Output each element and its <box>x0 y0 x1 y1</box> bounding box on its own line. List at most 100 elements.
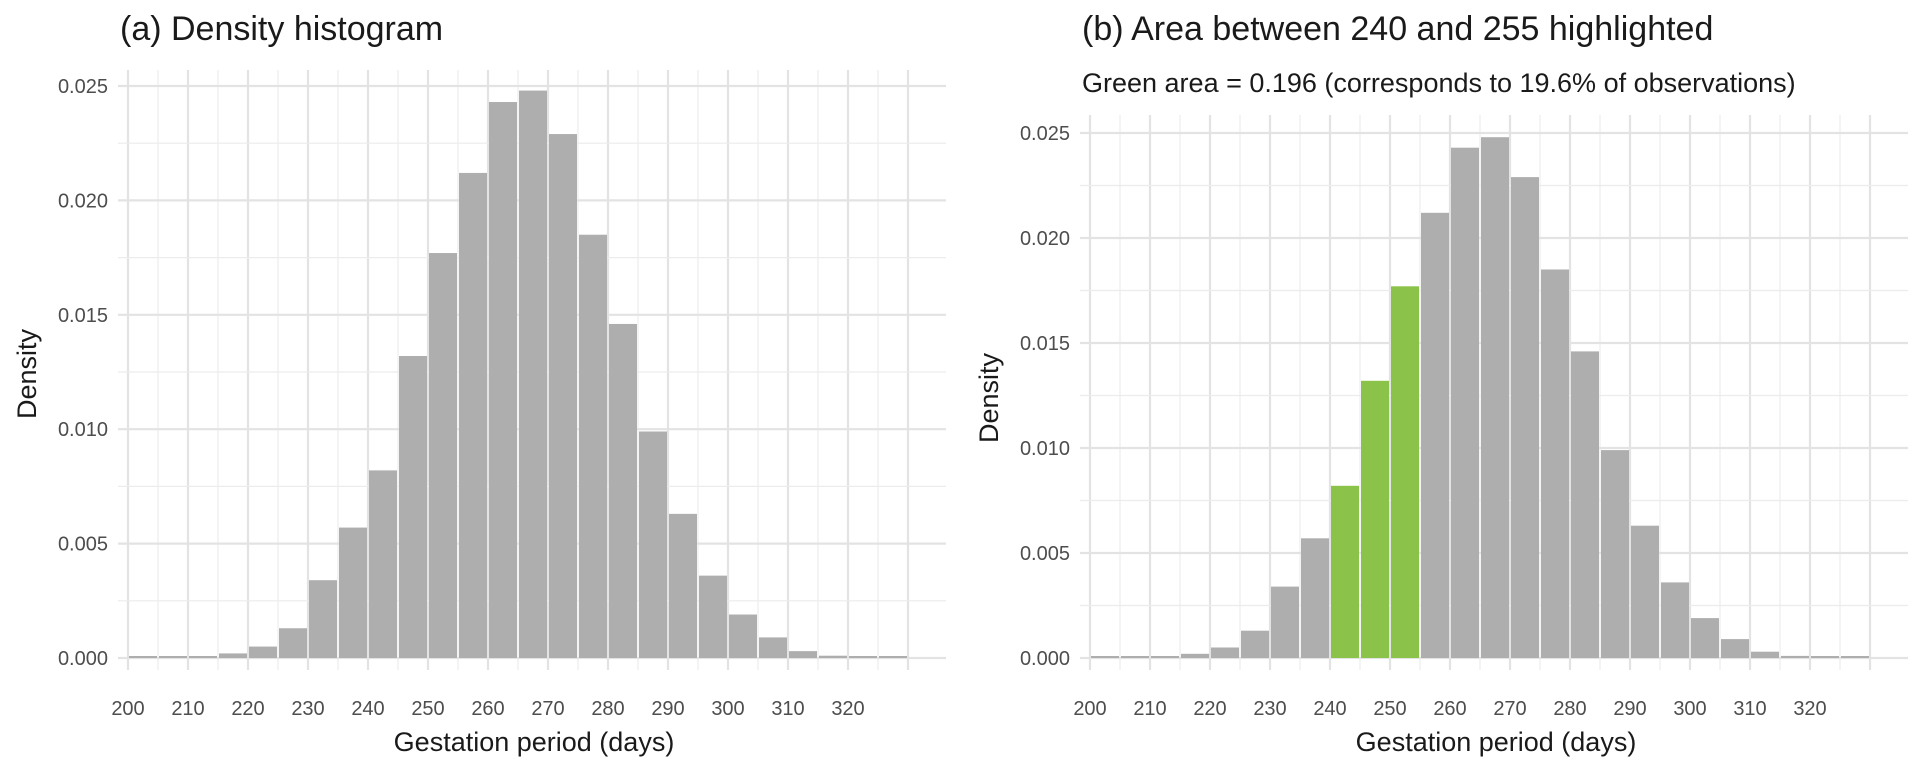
histogram-bar <box>699 575 727 658</box>
histogram-bar <box>1301 538 1329 658</box>
histogram-bar <box>579 234 607 658</box>
y-tick-label: 0.000 <box>1020 648 1070 670</box>
panel-a-x-ticks: 200 210 220 230 240 250 260 270 280 290 300 310 320 <box>111 698 864 720</box>
panel-b-title: (b) Area between 240 and 255 highlighted <box>1082 10 1713 48</box>
histogram-bar <box>1781 655 1809 658</box>
x-tick-label: 280 <box>591 698 624 720</box>
histogram-bar <box>609 323 637 658</box>
panel-a-y-axis-title: Density <box>12 328 42 419</box>
y-tick-label: 0.005 <box>58 534 108 556</box>
x-tick-label: 220 <box>1193 698 1226 720</box>
histogram-bar <box>189 656 217 658</box>
histogram-bar <box>489 102 517 659</box>
y-tick-label: 0.020 <box>58 190 108 212</box>
histogram-bar <box>1721 639 1749 658</box>
histogram-bar <box>1511 177 1539 658</box>
x-tick-label: 250 <box>411 698 444 720</box>
histogram-bar <box>729 614 757 658</box>
histogram-bar <box>1091 656 1119 658</box>
histogram-bar-highlighted <box>1391 286 1419 658</box>
y-tick-label: 0.010 <box>1020 438 1070 460</box>
histogram-bar-highlighted <box>1331 485 1359 658</box>
y-tick-label: 0.005 <box>1020 543 1070 565</box>
y-tick-label: 0.015 <box>58 305 108 327</box>
histogram-bar <box>1571 351 1599 658</box>
x-tick-label: 290 <box>651 698 684 720</box>
histogram-bar <box>1841 656 1869 658</box>
histogram-bar <box>159 656 187 658</box>
x-tick-label: 320 <box>831 698 864 720</box>
x-tick-label: 310 <box>771 698 804 720</box>
panel-b-subtitle: Green area = 0.196 (corresponds to 19.6%… <box>1082 68 1796 98</box>
histogram-bar <box>219 653 247 658</box>
panel-b: (b) Area between 240 and 255 highlighted… <box>974 10 1908 757</box>
histogram-bar <box>639 431 667 658</box>
y-tick-label: 0.000 <box>58 648 108 670</box>
panel-b-x-ticks: 200 210 220 230 240 250 260 270 280 290 300 310 320 <box>1073 698 1826 720</box>
x-tick-label: 320 <box>1793 698 1826 720</box>
x-tick-label: 200 <box>1073 698 1106 720</box>
y-tick-label: 0.025 <box>1020 123 1070 145</box>
x-tick-label: 280 <box>1553 698 1586 720</box>
x-tick-label: 270 <box>531 698 564 720</box>
x-tick-label: 300 <box>1673 698 1706 720</box>
histogram-bar <box>1271 586 1299 658</box>
y-tick-label: 0.010 <box>58 419 108 441</box>
histogram-bar <box>1601 450 1629 658</box>
histogram-bar <box>1181 653 1209 658</box>
panel-a-x-axis-title: Gestation period (days) <box>394 727 675 757</box>
histogram-bar <box>1241 630 1269 658</box>
panel-a-title: (a) Density histogram <box>120 10 443 48</box>
histogram-bar <box>1451 147 1479 658</box>
histogram-bar <box>429 253 457 659</box>
x-tick-label: 250 <box>1373 698 1406 720</box>
histogram-bar <box>1481 137 1509 658</box>
histogram-bar <box>369 470 397 658</box>
panel-b-y-ticks: 0.000 0.005 0.010 0.015 0.020 0.025 <box>1020 123 1070 670</box>
histogram-bar <box>129 656 157 658</box>
panel-b-x-axis-title: Gestation period (days) <box>1356 727 1637 757</box>
x-tick-label: 310 <box>1733 698 1766 720</box>
x-tick-label: 210 <box>1133 698 1166 720</box>
histogram-bar <box>249 646 277 658</box>
histogram-bar <box>279 628 307 658</box>
histogram-bar <box>1151 656 1179 658</box>
panel-b-y-axis-title: Density <box>974 352 1004 443</box>
x-tick-label: 220 <box>231 698 264 720</box>
histogram-bar <box>549 134 577 659</box>
histogram-bar-highlighted <box>1361 380 1389 658</box>
x-tick-label: 270 <box>1493 698 1526 720</box>
x-tick-label: 260 <box>1433 698 1466 720</box>
histogram-bar <box>1661 582 1689 658</box>
histogram-bar <box>1121 656 1149 658</box>
y-tick-label: 0.020 <box>1020 228 1070 250</box>
histogram-bar <box>819 655 847 658</box>
x-tick-label: 240 <box>351 698 384 720</box>
histogram-bar <box>1631 525 1659 658</box>
x-tick-label: 230 <box>291 698 324 720</box>
panel-b-bars <box>1091 137 1869 659</box>
histogram-bar <box>1541 269 1569 658</box>
x-tick-label: 240 <box>1313 698 1346 720</box>
histogram-bar <box>1211 647 1239 658</box>
histogram-bar <box>519 90 547 659</box>
panel-a: (a) Density histogram 200 210 220 230 240 250… <box>12 10 946 757</box>
x-tick-label: 300 <box>711 698 744 720</box>
histogram-bar <box>759 637 787 658</box>
histogram-bar <box>849 656 877 658</box>
histogram-bar <box>1691 618 1719 658</box>
x-tick-label: 230 <box>1253 698 1286 720</box>
panel-a-y-ticks: 0.000 0.005 0.010 0.015 0.020 0.025 <box>58 76 108 670</box>
histogram-bar <box>879 656 907 658</box>
panel-a-bars <box>129 90 907 659</box>
histogram-bar <box>1421 212 1449 659</box>
histogram-bar <box>339 527 367 658</box>
histogram-bar <box>669 513 697 658</box>
x-tick-label: 200 <box>111 698 144 720</box>
x-tick-label: 210 <box>171 698 204 720</box>
y-tick-label: 0.025 <box>58 76 108 98</box>
y-tick-label: 0.015 <box>1020 333 1070 355</box>
x-tick-label: 260 <box>471 698 504 720</box>
histogram-bar <box>309 580 337 658</box>
